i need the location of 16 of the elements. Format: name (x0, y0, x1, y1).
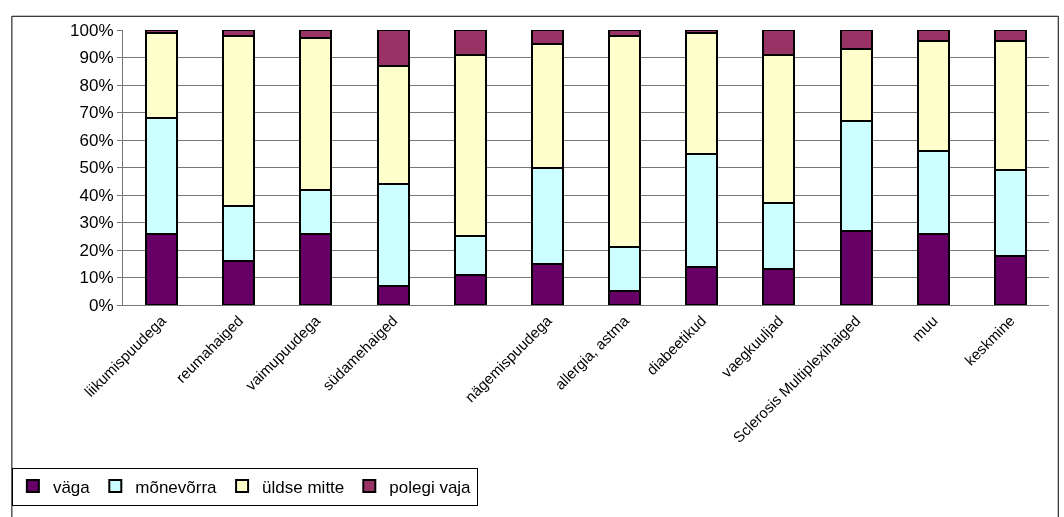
legend-label: mõnevõrra (135, 477, 218, 497)
y-tick-label: 50% (79, 158, 114, 178)
y-tick-label: 90% (79, 48, 114, 68)
y-tick-label: 40% (79, 185, 114, 205)
y-tick-label: 70% (79, 103, 114, 123)
x-tick-label: muu (908, 311, 941, 345)
y-tick-label: 60% (79, 130, 114, 150)
legend-label: polegi vaja (389, 477, 472, 497)
y-tick-label: 30% (79, 213, 114, 233)
y-tick-label: 80% (79, 75, 114, 95)
y-tick-label: 20% (79, 240, 114, 260)
legend-label: üldse mitte (262, 477, 345, 497)
y-tick-label: 100% (70, 20, 114, 40)
y-tick-label: 10% (79, 268, 114, 288)
legend-label: väga (52, 477, 91, 497)
y-tick-label: 0% (89, 295, 114, 315)
